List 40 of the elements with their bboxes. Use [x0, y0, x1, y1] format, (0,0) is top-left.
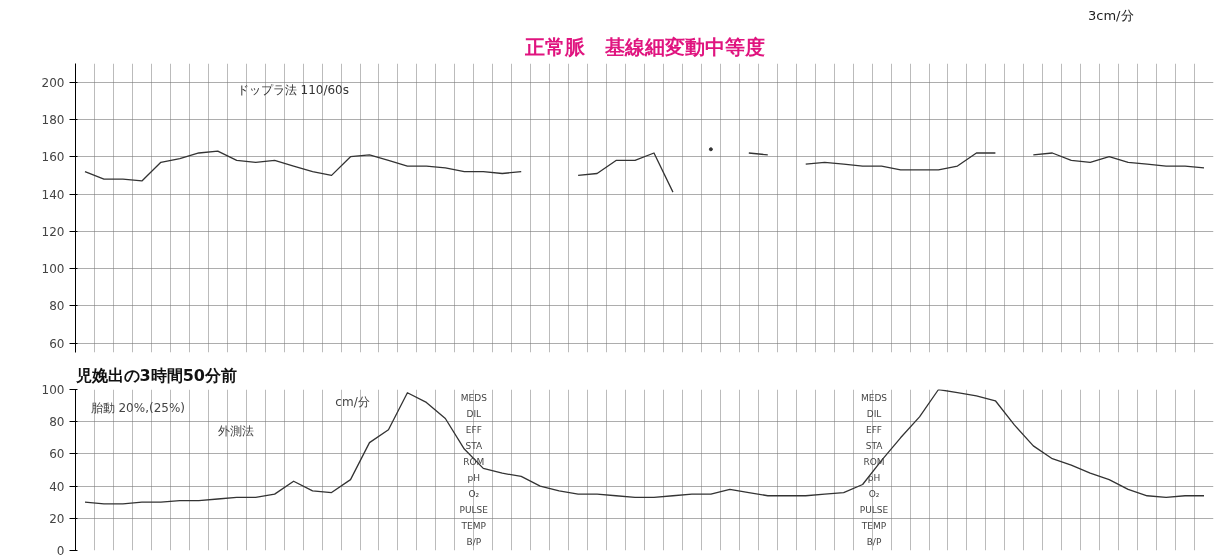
text: TEMP: [861, 521, 887, 532]
text: DIL: [866, 408, 882, 419]
y-tick-label: 40: [49, 479, 65, 494]
annotation: pH: [467, 473, 481, 484]
annotation: DIL: [466, 408, 482, 419]
text: MEDS: [860, 392, 888, 403]
y-tick-label: 140: [41, 187, 65, 202]
y-tick-label: 100: [41, 383, 65, 397]
y-tick-label: 60: [49, 336, 65, 351]
y-tick-label: 80: [49, 299, 65, 314]
y-tick-label: 20: [49, 511, 65, 526]
annotation: MEDS: [460, 392, 488, 403]
line-series: [84, 389, 1205, 505]
y-tick-label: 80: [49, 415, 65, 430]
annotation: EFF: [465, 424, 482, 435]
annotation: O₂: [468, 489, 480, 500]
text: STA: [865, 440, 883, 451]
y-tick-label: 200: [41, 75, 65, 90]
annotation: 外測法: [217, 423, 254, 438]
annotation: 胎動 20%,(25%): [90, 401, 186, 416]
text: pH: [867, 473, 881, 484]
annotation: STA: [465, 440, 483, 451]
annotation: cm/分: [335, 394, 370, 409]
y-tick-label: 0: [56, 544, 65, 556]
y-tick-label: 160: [41, 150, 65, 165]
y-tick-label: 100: [41, 262, 65, 277]
text: 3cm/分: [1088, 7, 1134, 23]
text: PULSE: [859, 505, 889, 516]
annotation: ドップラ法 110/60s: [236, 83, 350, 98]
annotation: TEMP: [460, 521, 487, 532]
annotation: B/P: [466, 537, 482, 548]
text: EFF: [865, 424, 883, 435]
chart-title: 正常脈 基線細変動中等度: [523, 34, 765, 59]
annotation: PULSE: [459, 505, 489, 516]
y-tick-label: 60: [49, 447, 65, 462]
y-tick-label: 120: [41, 224, 65, 239]
y-tick-label: 180: [41, 112, 65, 127]
text: B/P: [866, 537, 882, 548]
text: 児娩出の3時間50分前: [74, 365, 237, 385]
text: O₂: [868, 489, 880, 500]
